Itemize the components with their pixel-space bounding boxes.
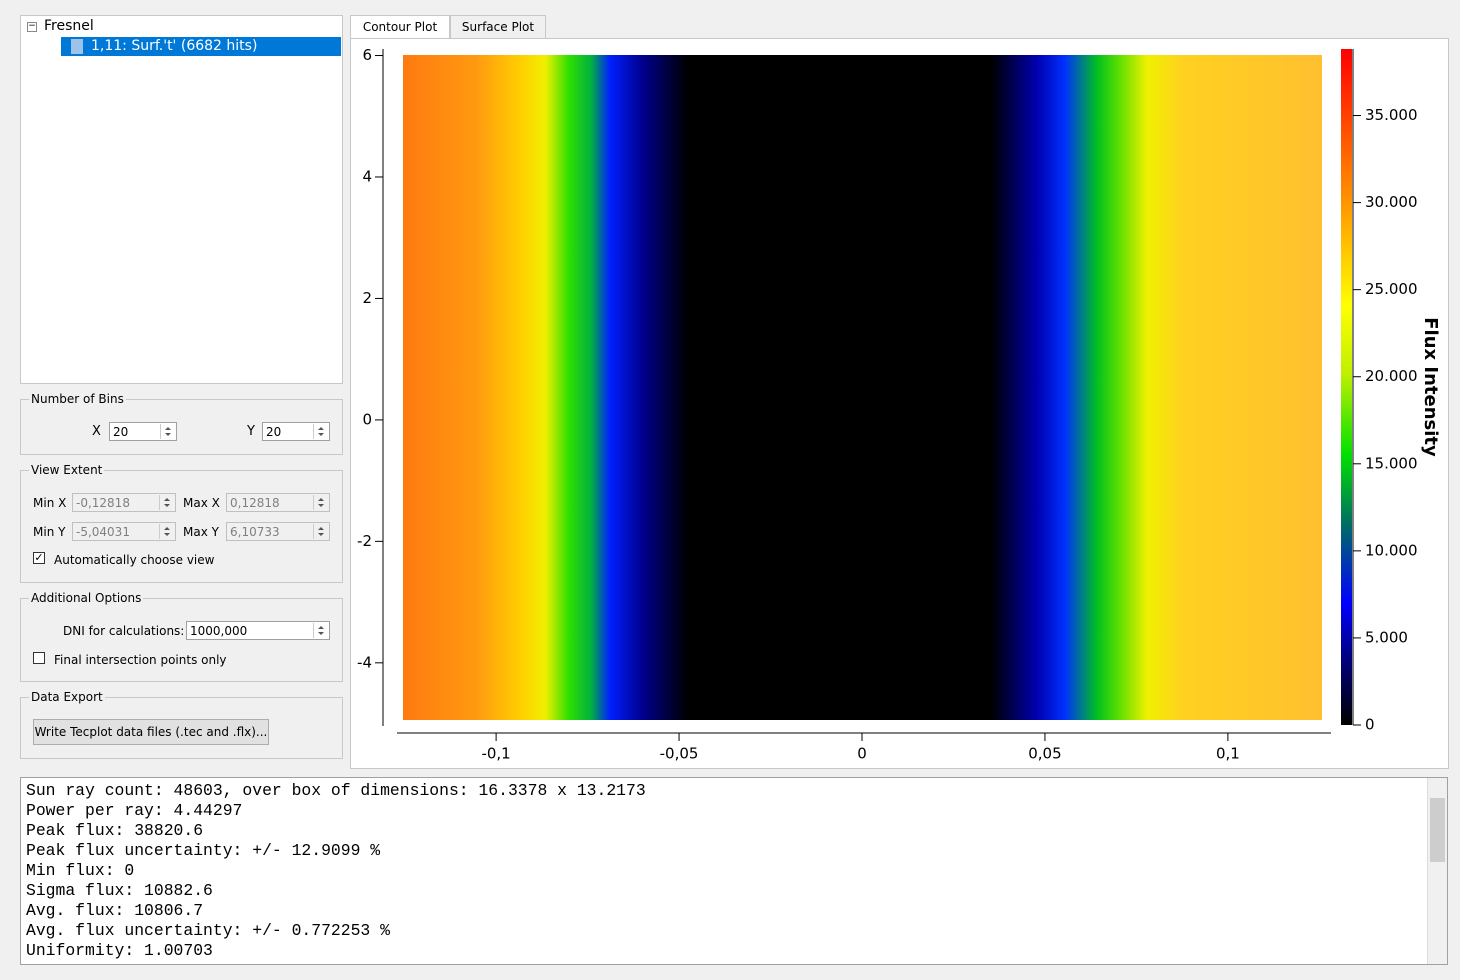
- y-tick-label: -2: [357, 532, 372, 550]
- expander[interactable]: −: [27, 21, 37, 32]
- y-tick-label: 0: [362, 410, 372, 428]
- scrollbar[interactable]: [1427, 778, 1447, 964]
- label: Max Y: [183, 525, 219, 539]
- colorbar-tick-label: 25.000: [1365, 280, 1418, 298]
- log-line: Peak flux uncertainty: +/- 12.9099 %: [26, 841, 381, 860]
- label: Max X: [183, 496, 220, 510]
- export-group: Data Export Write Tecplot data files (.t…: [20, 690, 343, 759]
- x-bins-spin[interactable]: 20: [109, 422, 177, 441]
- spin-arrows[interactable]: [313, 623, 328, 638]
- spin-arrows[interactable]: [160, 424, 175, 439]
- y-bins-spin[interactable]: 20: [262, 422, 330, 441]
- y-tick-label: 2: [362, 289, 372, 307]
- export-button[interactable]: Write Tecplot data files (.tec and .flx)…: [33, 719, 269, 745]
- colorbar-title: Flux Intensity: [1420, 317, 1441, 457]
- spin-arrows[interactable]: [159, 495, 174, 510]
- checkbox[interactable]: ✓: [33, 551, 45, 564]
- spin-arrows[interactable]: [313, 495, 328, 510]
- colorbar-tick-label: 0: [1365, 716, 1375, 734]
- spin-arrows[interactable]: [313, 424, 328, 439]
- max-y-spin[interactable]: 6,10733: [226, 522, 330, 541]
- checkbox-label[interactable]: Automatically choose view: [54, 553, 215, 567]
- group-title: Data Export: [29, 690, 105, 704]
- tree-item-label: 1,11: Surf.'t' (6682 hits): [91, 38, 258, 54]
- heatmap: [403, 55, 1322, 720]
- x-tick-label: 0,1: [1216, 745, 1240, 763]
- colorbar-tick-label: 35.000: [1365, 106, 1418, 124]
- icon: [71, 39, 83, 54]
- log-line: Uniformity: 1.00703: [26, 941, 213, 960]
- min-y-spin[interactable]: -5,04031: [72, 522, 176, 541]
- log-line: Avg. flux uncertainty: +/- 0.772253 %: [26, 921, 390, 940]
- colorbar-tick-label: 5.000: [1365, 628, 1408, 646]
- group-title: View Extent: [29, 463, 105, 477]
- dni-spin[interactable]: 1000,000: [186, 621, 330, 640]
- log-line: Peak flux: 38820.6: [26, 821, 204, 840]
- group-title: Additional Options: [29, 591, 144, 605]
- colorbar-tick-label: 30.000: [1365, 193, 1418, 211]
- spin-arrows[interactable]: [159, 524, 174, 539]
- value: 1000,000: [190, 624, 248, 638]
- tree-root[interactable]: Fresnel: [44, 18, 94, 34]
- label: Y: [247, 424, 255, 439]
- log-line: Min flux: 0: [26, 861, 135, 880]
- options-group: Additional Options DNI for calculations:…: [20, 591, 343, 682]
- value: 20: [266, 425, 282, 439]
- y-tick-label: 6: [362, 46, 372, 64]
- group-title: Number of Bins: [29, 392, 126, 406]
- log-line: Sun ray count: 48603, over box of dimens…: [26, 781, 646, 800]
- log-line: Power per ray: 4.44297: [26, 801, 243, 820]
- label: Min X: [33, 496, 67, 510]
- y-tick-label: -4: [357, 653, 372, 671]
- checkbox[interactable]: [33, 652, 45, 664]
- tab[interactable]: Surface Plot: [450, 15, 546, 38]
- colorbar: [1341, 49, 1352, 725]
- checkbox-label[interactable]: Final intersection points only: [54, 653, 227, 667]
- value: -0,12818: [76, 496, 130, 510]
- scroll-thumb[interactable]: [1430, 798, 1445, 862]
- log-output: Sun ray count: 48603, over box of dimens…: [20, 777, 1448, 965]
- label: X: [92, 424, 101, 439]
- bins-group: Number of Bins X 20 Y 20: [20, 392, 343, 455]
- log-line: Sigma flux: 10882.6: [26, 881, 213, 900]
- label: Min Y: [33, 525, 66, 539]
- x-tick-label: -0,05: [660, 745, 699, 763]
- chart: Flux Intensity -0,1 -0,05 0 0,05 0,1 -4 -2 0 2 4 6…: [357, 46, 1441, 763]
- value: 20: [113, 425, 129, 439]
- label: DNI for calculations:: [63, 624, 185, 638]
- spin-arrows[interactable]: [313, 524, 328, 539]
- min-x-spin[interactable]: -0,12818: [72, 493, 176, 512]
- value: 0,12818: [230, 496, 280, 510]
- value: 6,10733: [230, 525, 280, 539]
- max-x-spin[interactable]: 0,12818: [226, 493, 330, 512]
- colorbar-tick-label: 10.000: [1365, 541, 1418, 559]
- view-extent-group: View Extent Min X -0,12818 Max X 0,12818…: [20, 463, 343, 583]
- colorbar-tick-label: 15.000: [1365, 454, 1418, 472]
- tree-item[interactable]: 1,11: Surf.'t' (6682 hits): [61, 37, 341, 56]
- colorbar-tick-label: 20.000: [1365, 367, 1418, 385]
- x-tick-label: -0,1: [481, 745, 510, 763]
- x-tick-label: 0: [857, 745, 867, 763]
- y-tick-label: 4: [362, 167, 372, 185]
- log-line: Avg. flux: 10806.7: [26, 901, 204, 920]
- x-tick-label: 0,05: [1028, 745, 1061, 763]
- tab[interactable]: Contour Plot: [350, 15, 450, 40]
- value: -5,04031: [76, 525, 130, 539]
- tree-view: − Fresnel 1,11: Surf.'t' (6682 hits): [20, 15, 343, 384]
